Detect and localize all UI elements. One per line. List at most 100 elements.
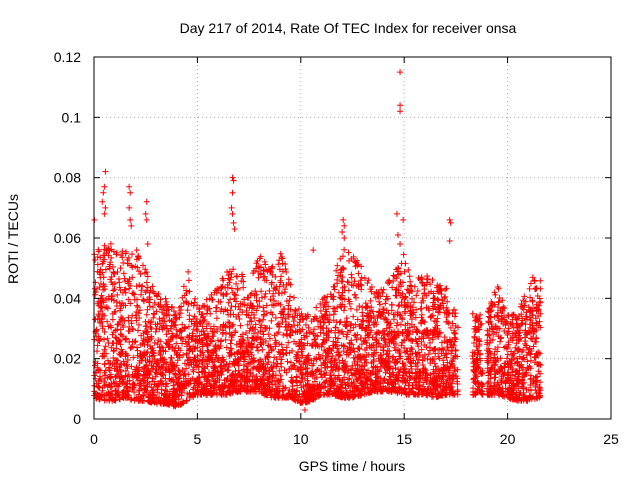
data-point bbox=[332, 366, 339, 373]
data-point bbox=[408, 316, 415, 323]
y-tick-label: 0.06 bbox=[54, 230, 81, 246]
data-point bbox=[317, 300, 324, 307]
data-point bbox=[350, 253, 357, 260]
data-point bbox=[318, 368, 325, 375]
data-point bbox=[122, 372, 129, 379]
data-point bbox=[94, 342, 101, 349]
data-point bbox=[312, 332, 319, 339]
data-point bbox=[347, 322, 354, 329]
data-point bbox=[320, 370, 327, 377]
data-point bbox=[246, 327, 253, 334]
data-point bbox=[183, 351, 190, 358]
data-point bbox=[315, 351, 322, 358]
data-point bbox=[132, 263, 139, 270]
data-point bbox=[263, 302, 270, 309]
data-point bbox=[257, 335, 264, 342]
data-point bbox=[176, 375, 183, 382]
data-point bbox=[334, 262, 341, 269]
data-point bbox=[126, 323, 133, 330]
data-point bbox=[395, 303, 402, 310]
data-point bbox=[136, 307, 143, 314]
data-point bbox=[203, 325, 210, 332]
data-point bbox=[311, 326, 318, 333]
data-point bbox=[277, 301, 284, 308]
data-point bbox=[237, 322, 244, 329]
data-point bbox=[181, 360, 188, 367]
chart-title: Day 217 of 2014, Rate Of TEC Index for r… bbox=[180, 20, 517, 36]
data-point bbox=[363, 339, 370, 346]
data-point bbox=[378, 334, 385, 341]
data-point bbox=[208, 291, 215, 298]
data-point bbox=[102, 372, 109, 379]
data-point bbox=[97, 308, 104, 315]
data-point bbox=[228, 303, 235, 310]
data-point bbox=[205, 320, 212, 327]
data-point bbox=[130, 354, 137, 361]
data-point bbox=[450, 306, 457, 313]
data-point bbox=[443, 285, 450, 292]
data-point bbox=[120, 259, 127, 266]
data-point bbox=[333, 267, 340, 274]
data-point bbox=[157, 296, 164, 303]
data-point bbox=[382, 369, 389, 376]
x-tick-label: 25 bbox=[603, 431, 619, 447]
data-point bbox=[122, 368, 129, 375]
data-point bbox=[180, 283, 187, 290]
data-point bbox=[114, 291, 121, 298]
data-point bbox=[283, 269, 290, 276]
data-point bbox=[350, 324, 357, 331]
data-point bbox=[397, 321, 404, 328]
data-point bbox=[317, 329, 324, 336]
data-point bbox=[225, 299, 232, 306]
data-point bbox=[128, 363, 135, 370]
data-point bbox=[133, 308, 140, 315]
data-point bbox=[291, 362, 298, 369]
data-point bbox=[143, 279, 150, 286]
data-point bbox=[218, 337, 225, 344]
data-point bbox=[134, 303, 141, 310]
data-point bbox=[311, 336, 318, 343]
data-point bbox=[367, 297, 374, 304]
data-point bbox=[392, 364, 399, 371]
y-tick-label: 0.08 bbox=[54, 170, 81, 186]
data-point bbox=[269, 311, 276, 318]
data-point bbox=[282, 315, 289, 322]
data-point bbox=[311, 336, 318, 343]
data-point bbox=[330, 311, 337, 318]
x-tick-label: 0 bbox=[90, 431, 98, 447]
data-point bbox=[353, 336, 360, 343]
data-point bbox=[125, 254, 132, 261]
data-point bbox=[107, 259, 114, 266]
data-point bbox=[201, 331, 208, 338]
data-point bbox=[136, 268, 143, 275]
data-point bbox=[361, 275, 368, 282]
data-point bbox=[260, 339, 267, 346]
data-point bbox=[284, 358, 291, 365]
data-point bbox=[285, 313, 292, 320]
data-point bbox=[346, 375, 353, 382]
data-point bbox=[355, 270, 362, 277]
data-point bbox=[261, 258, 268, 265]
data-point bbox=[278, 376, 285, 383]
data-point bbox=[127, 300, 134, 307]
data-point bbox=[162, 295, 169, 302]
data-point bbox=[240, 284, 247, 291]
data-point bbox=[227, 296, 234, 303]
data-point bbox=[266, 335, 273, 342]
data-point bbox=[330, 283, 337, 290]
data-point bbox=[285, 339, 292, 346]
x-tick-label: 15 bbox=[396, 431, 412, 447]
data-point bbox=[402, 310, 409, 317]
data-point bbox=[320, 319, 327, 326]
data-point bbox=[358, 341, 365, 348]
data-point bbox=[134, 347, 141, 354]
data-point bbox=[244, 321, 251, 328]
data-point bbox=[233, 298, 240, 305]
data-point bbox=[216, 345, 223, 352]
data-point bbox=[233, 341, 240, 348]
data-point bbox=[183, 398, 190, 405]
data-point bbox=[230, 321, 237, 328]
x-tick-label: 5 bbox=[194, 431, 202, 447]
data-point bbox=[337, 318, 344, 325]
